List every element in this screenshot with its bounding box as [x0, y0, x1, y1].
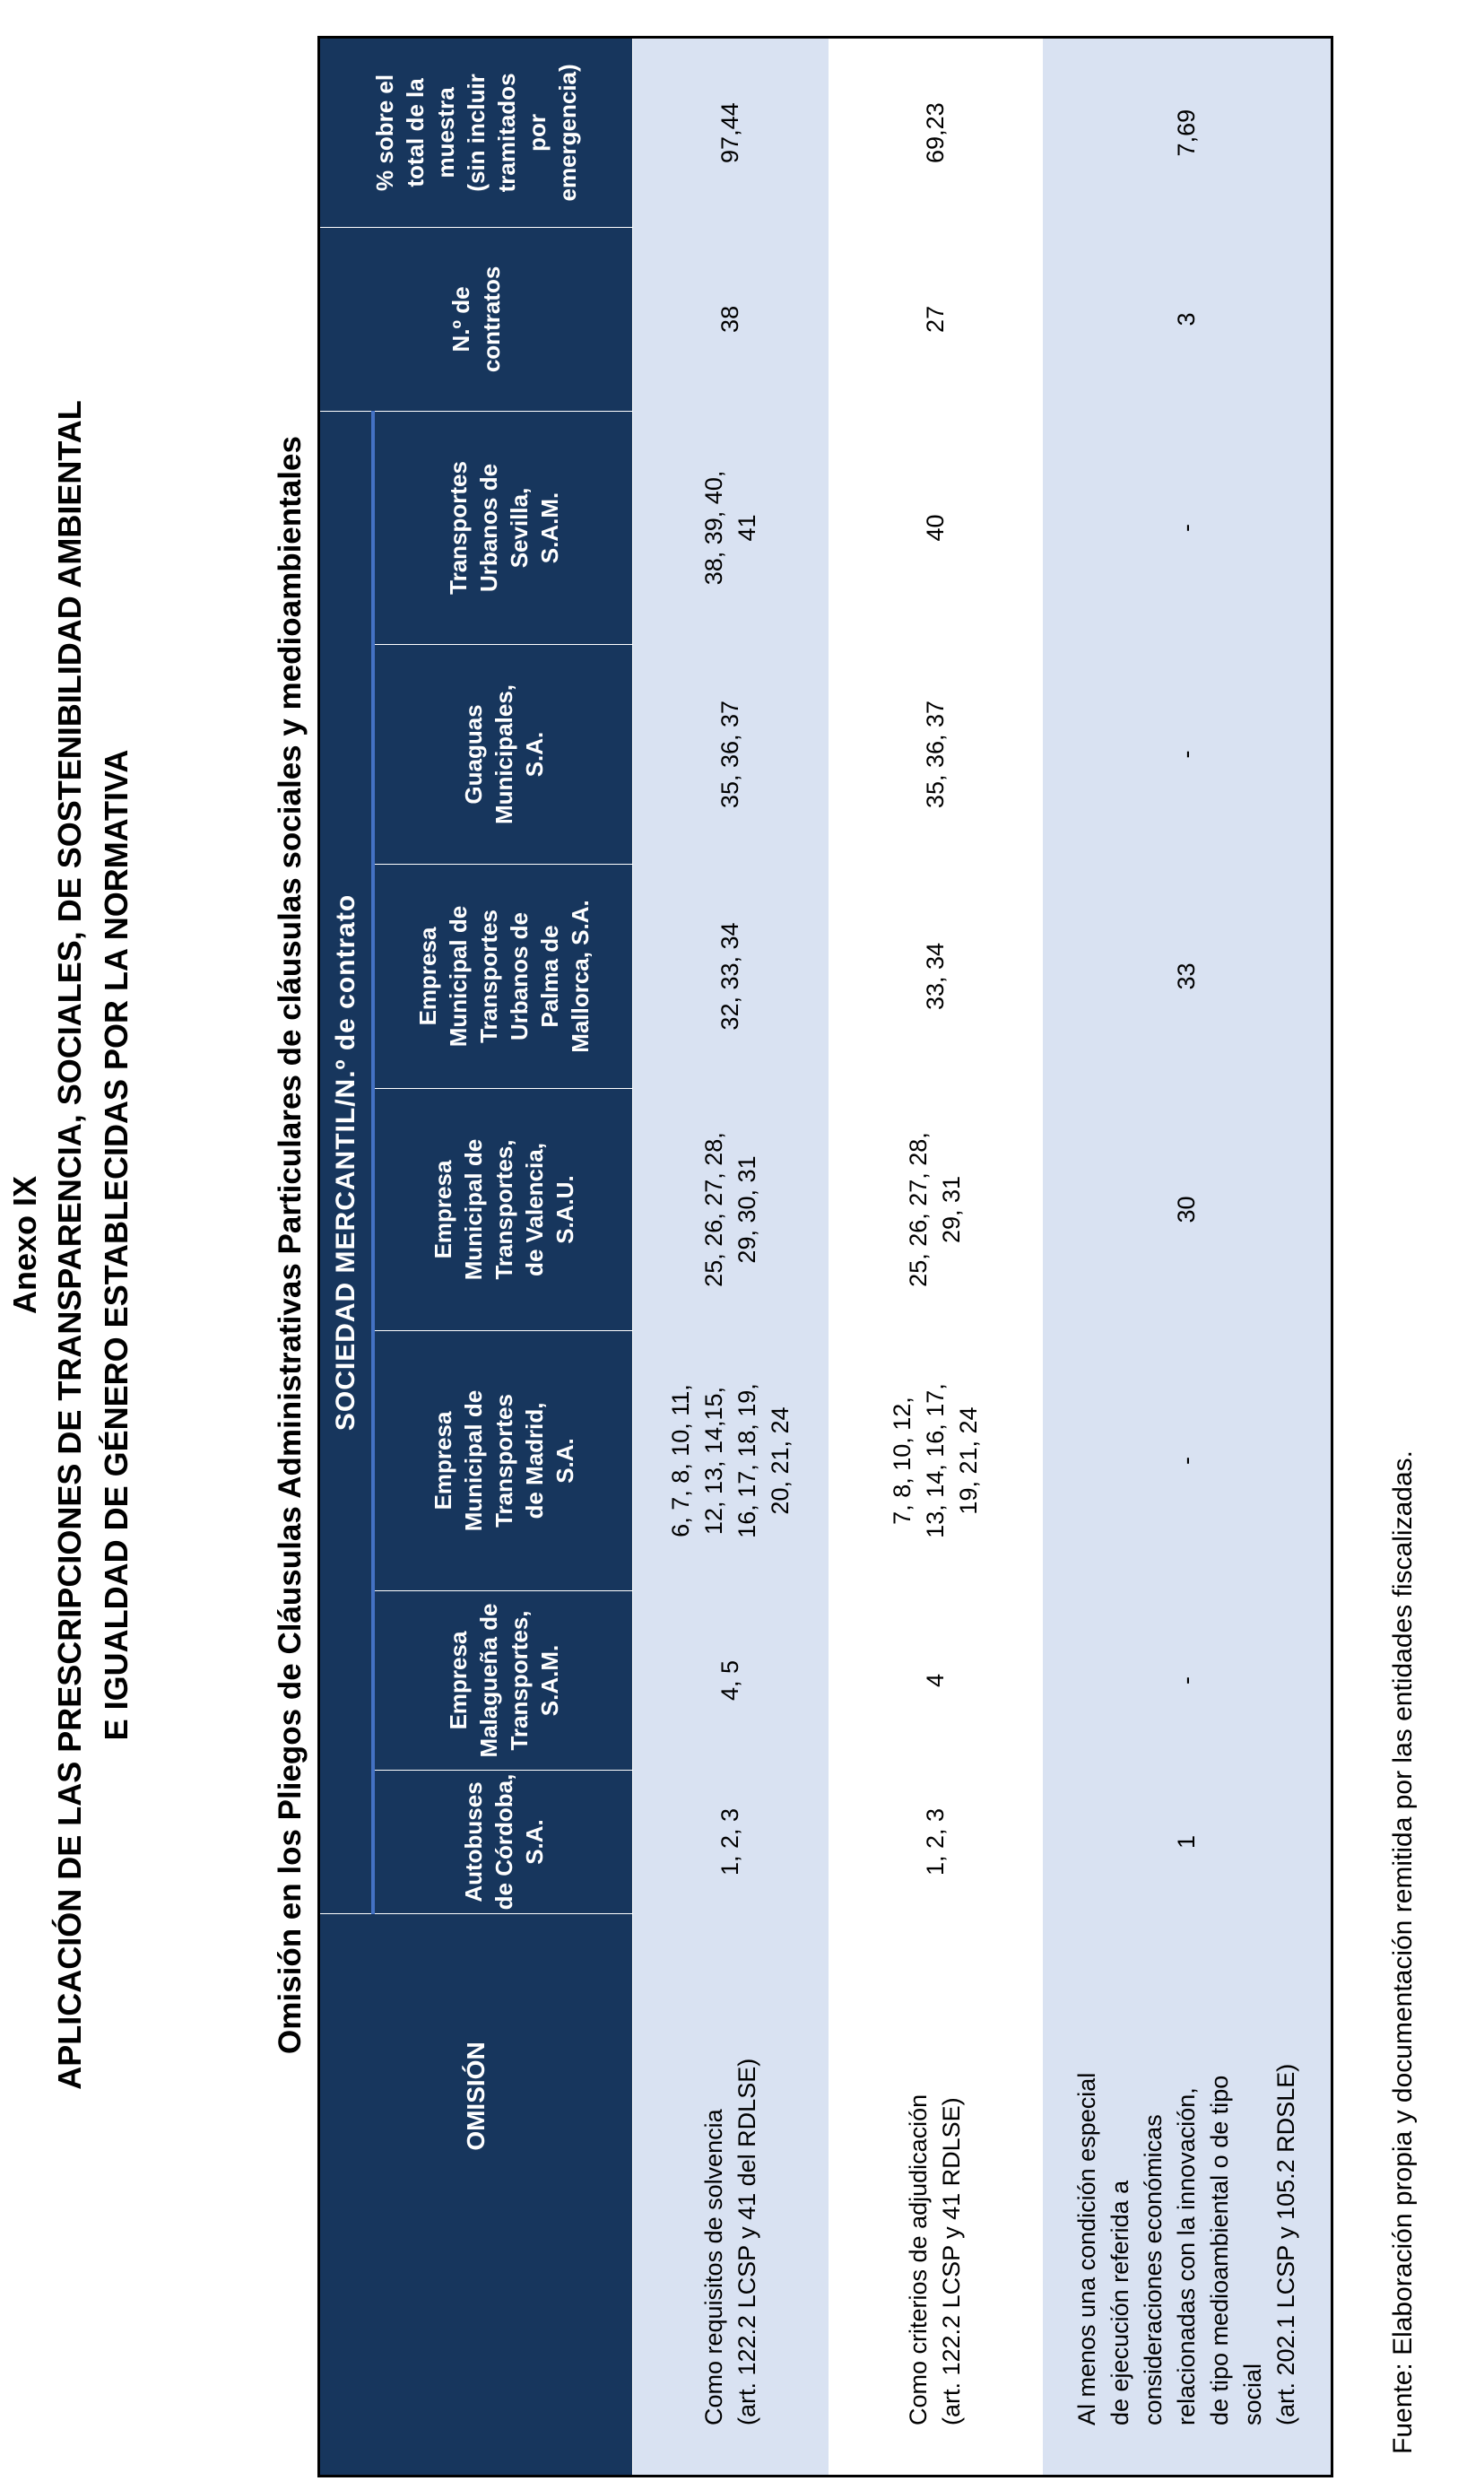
header-row-group: OMISIÓN SOCIEDAD MERCANTIL/N.º de contra… — [318, 37, 633, 2477]
table-cell: - — [1042, 1590, 1332, 1771]
table-cell: 4 — [828, 1590, 1043, 1771]
col-header-omision: OMISIÓN — [318, 1913, 633, 2477]
page-title: APLICACIÓN DE LAS PRESCRIPCIONES DE TRAN… — [47, 0, 140, 2490]
page-title-line-2: E IGUALDAD DE GÉNERO ESTABLECIDAS POR LA… — [98, 749, 135, 1741]
table-cell: 25, 26, 27, 28, 29, 30, 31 — [632, 1088, 829, 1331]
table-cell: 40 — [828, 411, 1043, 645]
table-cell: 35, 36, 37 — [632, 644, 829, 865]
row-label: Como criterios de adjudicación (art. 122… — [828, 1913, 1043, 2477]
table-cell: 30 — [1042, 1088, 1332, 1331]
table-cell-contratos: 38 — [632, 227, 829, 412]
col-header-num-contratos: N.º de contratos — [318, 227, 633, 412]
row-label: Como requisitos de solvencia (art. 122.2… — [632, 1913, 829, 2477]
table-cell: - — [1042, 1330, 1332, 1591]
table-cell: 6, 7, 8, 10, 11, 12, 13, 14,15, 16, 17, … — [632, 1330, 829, 1591]
table-cell: 1, 2, 3 — [828, 1770, 1043, 1914]
table-cell-porcentaje: 7,69 — [1042, 37, 1332, 228]
col-header-malaga: Empresa Malagueña de Transportes, S.A.M. — [373, 1590, 633, 1771]
table-cell: 35, 36, 37 — [828, 644, 1043, 865]
table-cell: 25, 26, 27, 28, 29, 31 — [828, 1088, 1043, 1331]
col-header-sevilla: Transportes Urbanos de Sevilla, S.A.M. — [373, 411, 633, 645]
table-cell-contratos: 3 — [1042, 227, 1332, 412]
table-cell: - — [1042, 411, 1332, 645]
table-cell: 1, 2, 3 — [632, 1770, 829, 1914]
source-note: Fuente: Elaboración propia y documentaci… — [1388, 1450, 1418, 2454]
col-header-guaguas: Guaguas Municipales, S.A. — [373, 644, 633, 865]
annex-label: Anexo IX — [6, 1175, 43, 1315]
table-cell: 33 — [1042, 864, 1332, 1089]
table-row: Como criterios de adjudicación (art. 122… — [828, 37, 1043, 2477]
table-cell-porcentaje: 97,44 — [632, 37, 829, 228]
table-cell-porcentaje: 69,23 — [828, 37, 1043, 228]
table-cell: 1 — [1042, 1770, 1332, 1914]
table-cell: - — [1042, 644, 1332, 865]
page-title-line-1: APLICACIÓN DE LAS PRESCRIPCIONES DE TRAN… — [51, 400, 88, 2090]
table-cell: 7, 8, 10, 12, 13, 14, 16, 17, 19, 21, 24 — [828, 1330, 1043, 1591]
col-header-palma: Empresa Municipal de Transportes Urbanos… — [373, 864, 633, 1089]
table-row: Al menos una condición especial de ejecu… — [1042, 37, 1332, 2477]
table-row: Como requisitos de solvencia (art. 122.2… — [632, 37, 829, 2477]
col-header-madrid: Empresa Municipal de Transportes de Madr… — [373, 1330, 633, 1591]
row-label: Al menos una condición especial de ejecu… — [1042, 1913, 1332, 2477]
table-cell: 33, 34 — [828, 864, 1043, 1089]
table-cell: 38, 39, 40, 41 — [632, 411, 829, 645]
col-header-porcentaje-muestra: % sobre el total de la muestra (sin incl… — [318, 37, 633, 228]
annex-table: OMISIÓN SOCIEDAD MERCANTIL/N.º de contra… — [317, 35, 1333, 2477]
table-cell: 4, 5 — [632, 1590, 829, 1771]
table-cell: 32, 33, 34 — [632, 864, 829, 1089]
col-header-valencia: Empresa Municipal de Transportes, de Val… — [373, 1088, 633, 1331]
page-subtitle: Omisión en los Pliegos de Cláusulas Admi… — [273, 436, 308, 2054]
table-cell-contratos: 27 — [828, 227, 1043, 412]
group-header-sociedad-mercantil: SOCIEDAD MERCANTIL/N.º de contrato — [318, 411, 373, 1914]
col-header-cordoba: Autobuses de Córdoba, S.A. — [373, 1770, 633, 1914]
